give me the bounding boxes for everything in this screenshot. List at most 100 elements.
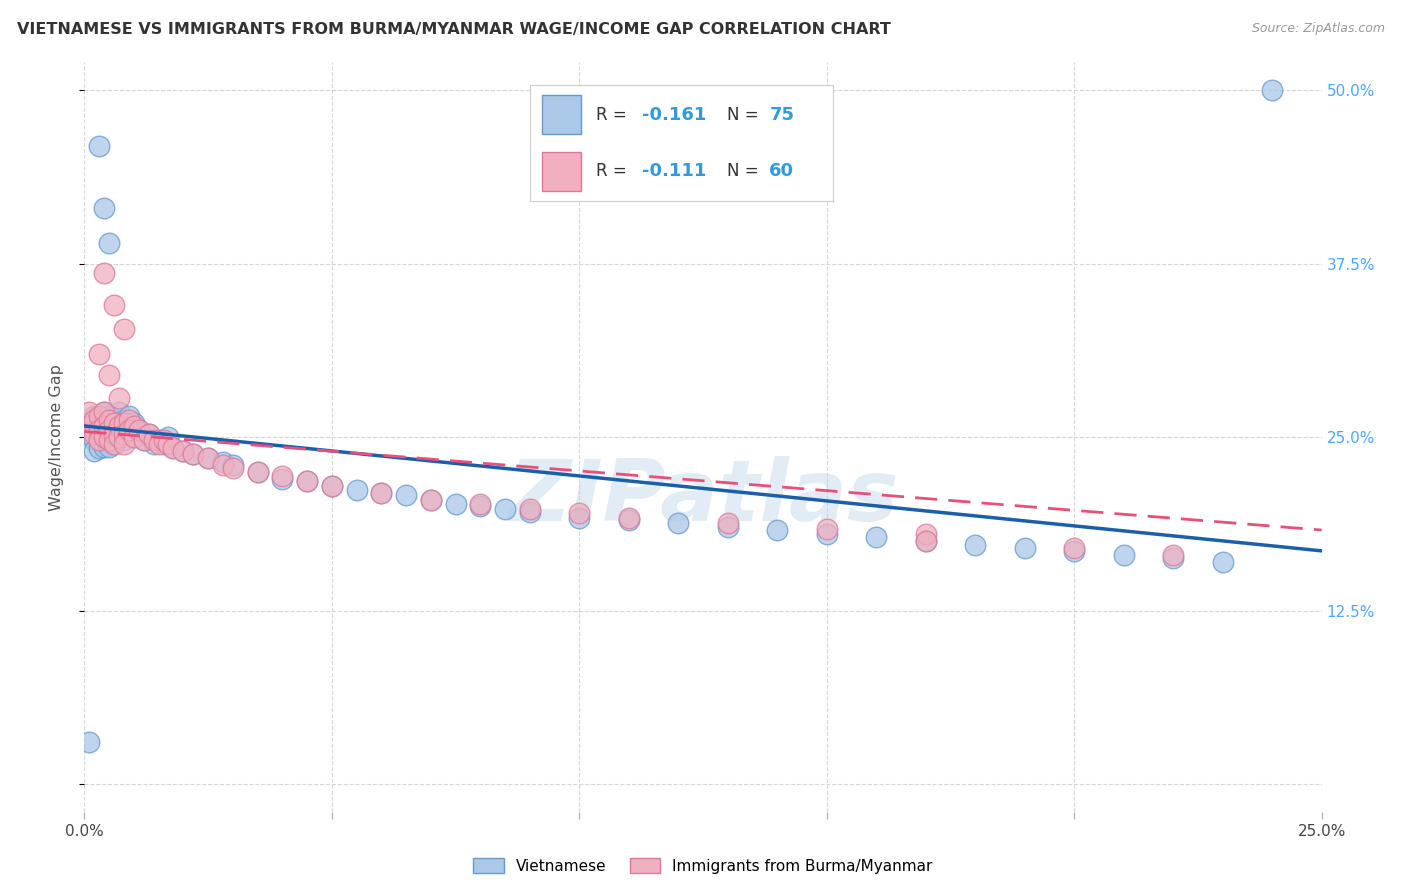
Point <box>89 409 111 424</box>
Point <box>83 433 105 447</box>
Point <box>112 437 135 451</box>
Point <box>965 538 987 552</box>
Point <box>815 522 838 536</box>
Point <box>103 298 125 312</box>
Point <box>1161 548 1184 562</box>
Point <box>112 413 135 427</box>
Point <box>271 472 294 486</box>
Point <box>132 433 155 447</box>
Point <box>914 534 936 549</box>
Point <box>103 437 125 451</box>
Point <box>98 235 121 250</box>
Point <box>122 419 145 434</box>
Point <box>346 483 368 497</box>
Point <box>494 502 516 516</box>
Point <box>617 510 640 524</box>
Point <box>89 423 111 437</box>
Point <box>108 419 131 434</box>
Point <box>222 458 245 472</box>
Point <box>162 441 184 455</box>
Point <box>98 413 121 427</box>
Point <box>103 427 125 442</box>
Point <box>112 433 135 447</box>
Point <box>172 444 194 458</box>
Point <box>103 427 125 442</box>
Point <box>370 485 392 500</box>
Point <box>395 488 418 502</box>
Point <box>98 423 121 437</box>
Point <box>222 460 245 475</box>
Point <box>103 416 125 430</box>
Point <box>295 475 318 489</box>
Point <box>1112 548 1135 562</box>
Point <box>89 433 111 447</box>
Point <box>419 492 441 507</box>
Point <box>138 427 160 442</box>
Point <box>519 505 541 519</box>
Point <box>79 419 101 434</box>
Point <box>766 523 789 537</box>
Point <box>470 500 492 514</box>
Point <box>1212 555 1234 569</box>
Point <box>98 433 121 447</box>
Point <box>112 322 135 336</box>
Point <box>617 513 640 527</box>
Point <box>93 440 115 454</box>
Point <box>568 510 591 524</box>
Point <box>212 458 235 472</box>
Point <box>79 735 101 749</box>
Point <box>79 419 101 434</box>
Point <box>128 423 150 437</box>
Point <box>142 433 165 447</box>
Point <box>93 430 115 444</box>
Point <box>152 433 174 447</box>
Point <box>89 347 111 361</box>
Point <box>89 423 111 437</box>
Point <box>1063 541 1085 555</box>
Point <box>157 430 180 444</box>
Point <box>89 441 111 455</box>
Point <box>419 492 441 507</box>
Point <box>138 427 160 442</box>
Point <box>370 485 392 500</box>
Point <box>865 530 887 544</box>
Point <box>717 516 740 530</box>
Point <box>162 441 184 455</box>
Point <box>519 502 541 516</box>
Point <box>132 433 155 447</box>
Point <box>93 201 115 215</box>
Point <box>118 409 141 424</box>
Point <box>181 447 204 461</box>
Point <box>246 465 269 479</box>
Point <box>112 423 135 437</box>
Point <box>98 368 121 382</box>
Point <box>172 444 194 458</box>
Point <box>1014 541 1036 555</box>
Point <box>321 478 343 492</box>
Point <box>83 409 105 424</box>
Point <box>246 465 269 479</box>
Point <box>93 419 115 434</box>
Point <box>321 478 343 492</box>
Point <box>815 527 838 541</box>
Point <box>79 405 101 419</box>
Point <box>197 450 219 465</box>
Point <box>271 469 294 483</box>
Point <box>89 433 111 447</box>
Point <box>118 423 141 437</box>
Point <box>93 405 115 419</box>
Point <box>83 423 105 437</box>
Legend: Vietnamese, Immigrants from Burma/Myanmar: Vietnamese, Immigrants from Burma/Myanma… <box>467 852 939 880</box>
Point <box>83 413 105 427</box>
Point <box>93 266 115 280</box>
Point <box>470 497 492 511</box>
Point <box>112 416 135 430</box>
Point <box>98 430 121 444</box>
Point <box>1261 83 1284 97</box>
Point <box>93 430 115 444</box>
Point <box>108 405 131 419</box>
Point <box>108 430 131 444</box>
Point <box>295 475 318 489</box>
Point <box>157 437 180 451</box>
Point <box>89 413 111 427</box>
